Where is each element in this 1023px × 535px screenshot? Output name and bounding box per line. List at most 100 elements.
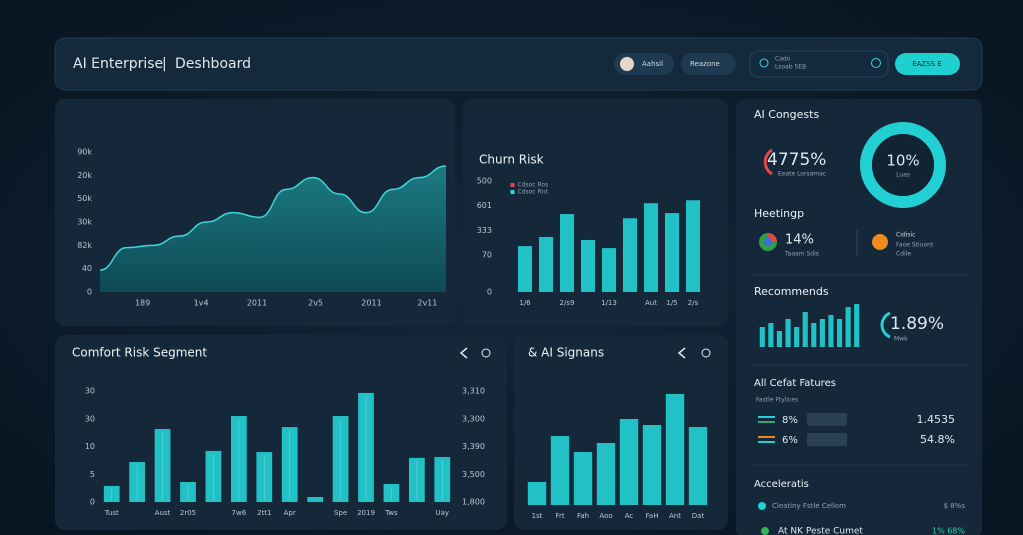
x-tick-label: Ant — [669, 512, 681, 520]
row-dot — [758, 502, 766, 510]
back-icon[interactable] — [459, 347, 686, 359]
y-tick-label: 3,300 — [462, 414, 485, 423]
y-tick-label: 70 — [482, 251, 492, 260]
row-label: Cleatiny Fstle Cellom — [772, 502, 846, 510]
section-title: AI Congests — [754, 108, 819, 121]
bar — [642, 425, 662, 505]
brand: AI Enterprise — [73, 56, 163, 72]
link-icon[interactable] — [701, 348, 711, 358]
y-tick-label: 40 — [82, 264, 92, 273]
y-tick-label: 333 — [477, 226, 492, 235]
x-tick-label: 2tt1 — [257, 509, 271, 517]
search-line2: Lsoab 5EB — [775, 64, 806, 71]
bar — [811, 323, 817, 347]
item-line: Cdile — [896, 251, 911, 258]
donut-hole — [872, 134, 934, 196]
x-tick-label: Frt — [555, 512, 564, 520]
kpi-caption: Mwk — [894, 336, 908, 343]
avatar — [620, 57, 634, 71]
x-tick-label: 2019 — [357, 509, 375, 517]
bar — [768, 323, 774, 347]
x-tick-label: 2r05 — [180, 509, 196, 517]
bar — [794, 327, 800, 347]
y-tick-label: 10 — [85, 442, 95, 451]
kpi-value: 4775% — [767, 150, 826, 170]
donut — [860, 122, 946, 208]
y-tick-label: 3,500 — [462, 470, 485, 479]
y-tick-label: 601 — [477, 201, 492, 210]
x-tick-label: Uay — [436, 509, 450, 517]
row-dot — [761, 527, 769, 535]
page-title: Deshboard — [175, 56, 251, 72]
search-box[interactable] — [749, 50, 889, 78]
cta-label: EAZSS E — [912, 60, 942, 68]
bar — [538, 236, 554, 292]
x-tick-label: 2/s9 — [560, 299, 575, 307]
bar — [836, 319, 843, 347]
icon-part — [764, 238, 772, 246]
link-icon[interactable] — [481, 348, 491, 358]
bar — [619, 419, 639, 505]
settings-icon[interactable] — [871, 58, 881, 68]
chart-title: & AI Signans — [528, 346, 604, 360]
bar — [819, 319, 825, 347]
bar — [845, 307, 851, 347]
x-tick-label: Ac — [625, 512, 634, 520]
y-tick-label: 82k — [77, 241, 92, 250]
row-bar — [807, 433, 847, 446]
y-tick-label: 500 — [477, 177, 492, 186]
chart-title: Comfort Risk Segment — [72, 346, 207, 360]
bar — [550, 436, 570, 505]
bar — [596, 443, 616, 505]
bar — [517, 246, 533, 292]
x-tick-label: 2011 — [247, 299, 267, 308]
section-caption: Fastle Ftylices — [756, 397, 798, 404]
y-tick-label: 3,310 — [462, 387, 485, 396]
search-icon — [759, 58, 769, 68]
bar — [785, 319, 791, 347]
bar — [664, 213, 680, 292]
y-tick-label: 20k — [77, 171, 92, 180]
row-value: 1.4535 — [917, 413, 956, 426]
bar — [688, 427, 708, 505]
button-label: Reazone — [690, 60, 720, 68]
x-tick-label: Aoo — [599, 512, 612, 520]
bar — [580, 239, 596, 292]
x-tick-label: 2011 — [361, 299, 381, 308]
bar — [559, 214, 575, 292]
bar — [527, 482, 547, 505]
x-tick-label: Dat — [692, 512, 705, 520]
cta-button[interactable] — [895, 53, 960, 75]
chart-title: Churn Risk — [479, 153, 544, 167]
bar — [573, 452, 593, 505]
y-tick-label: 30 — [85, 387, 95, 396]
x-tick-label: Spe — [334, 509, 347, 517]
button-pill[interactable] — [681, 53, 736, 75]
bar — [665, 394, 685, 505]
section-title: Recommends — [754, 285, 829, 298]
item-line: Cidisic — [896, 232, 915, 239]
y-tick-label: 30 — [85, 414, 95, 423]
x-tick-label: Fah — [577, 512, 589, 520]
donut-value: 10% — [886, 152, 919, 170]
row-pct: 8% — [782, 415, 798, 426]
section-title: Heetingp — [754, 207, 804, 220]
bar — [622, 218, 638, 292]
section-title: Acceleratis — [754, 479, 809, 490]
bar — [802, 312, 808, 347]
x-tick-label: 2/s — [688, 299, 699, 307]
donut-caption: Luas — [896, 172, 910, 179]
header-panel — [54, 37, 983, 91]
row-pct: 6% — [782, 435, 798, 446]
search-line1: Cado — [775, 56, 791, 63]
bar — [643, 203, 659, 292]
separator: | — [162, 56, 167, 72]
kpi-caption: Taaam Sdis — [784, 251, 819, 258]
y-tick-label: 1,800 — [462, 498, 485, 507]
x-tick-label: 2v5 — [308, 299, 323, 308]
row-value: 54.8% — [920, 433, 955, 446]
y-tick-label: 30k — [77, 218, 92, 227]
x-tick-label: 1v4 — [194, 299, 209, 308]
x-tick-label: FaH — [646, 512, 659, 520]
x-tick-label: 1/13 — [601, 299, 617, 307]
